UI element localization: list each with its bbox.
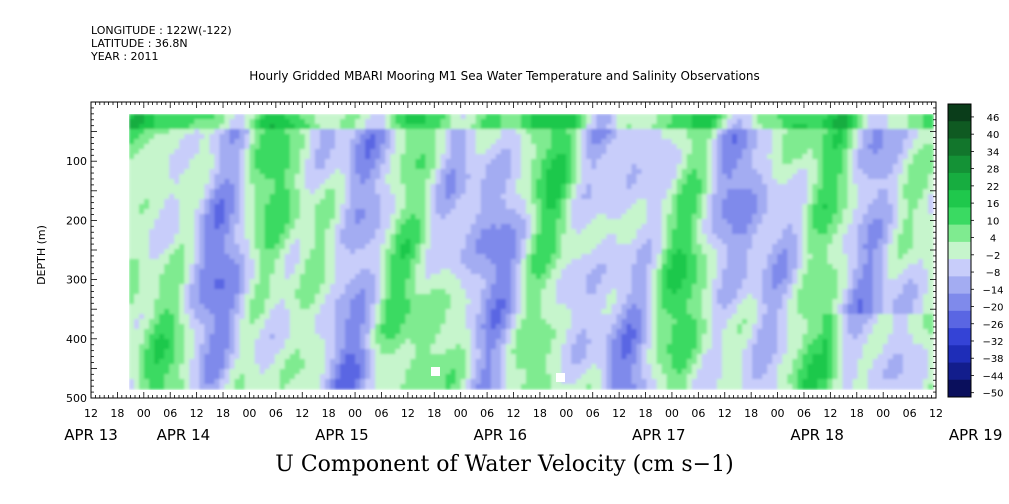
plot-area [91, 102, 936, 398]
x-hour-tick-label: 12 [718, 407, 732, 420]
x-hour-tick-label: 00 [559, 407, 573, 420]
colorbar-label: 22 [987, 182, 1000, 193]
y-tick-label: 400 [66, 333, 87, 346]
x-hour-tick-label: 00 [454, 407, 468, 420]
x-hour-tick-label: 12 [823, 407, 837, 420]
missing-data-cell [556, 373, 565, 382]
x-hour-tick-label: 12 [84, 407, 98, 420]
x-hour-tick-label: 18 [427, 407, 441, 420]
x-date-label: APR 18 [790, 426, 844, 444]
x-date-label: APR 14 [157, 426, 211, 444]
colorbar-label: −44 [982, 371, 1003, 382]
colorbar-label: 10 [987, 216, 1000, 227]
colorbar-swatch [948, 138, 971, 157]
y-axis-label: DEPTH (m) [35, 225, 48, 285]
colorbar-swatch [948, 259, 971, 277]
colorbar-label: −2 [986, 251, 1001, 262]
chart-title: Hourly Gridded MBARI Mooring M1 Sea Wate… [249, 69, 760, 83]
x-hour-tick-label: 06 [163, 407, 177, 420]
x-hour-tick-label: 06 [691, 407, 705, 420]
colorbar-swatch [948, 310, 971, 329]
x-hour-tick-label: 00 [348, 407, 362, 420]
colorbar-label: 46 [987, 113, 1000, 124]
missing-data-cell [431, 367, 440, 376]
colorbar-swatch [948, 207, 971, 225]
colorbar-label: −8 [986, 268, 1001, 279]
x-hour-tick-label: 18 [533, 407, 547, 420]
colorbar-label: 40 [987, 130, 1000, 141]
colorbar-label: 28 [987, 165, 1000, 176]
x-hour-tick-label: 18 [216, 407, 230, 420]
x-hour-tick-label: 00 [242, 407, 256, 420]
colorbar-label: −14 [982, 285, 1003, 296]
year-label: YEAR : 2011 [91, 50, 159, 63]
x-hour-tick-label: 12 [929, 407, 943, 420]
colorbar-label: −26 [982, 320, 1003, 331]
x-hour-tick-label: 06 [903, 407, 917, 420]
x-hour-tick-label: 12 [401, 407, 415, 420]
longitude-label: LONGITUDE : 122W(-122) [91, 24, 232, 37]
colorbar-swatch [948, 104, 971, 122]
x-hour-tick-label: 06 [586, 407, 600, 420]
x-hour-tick-label: 12 [295, 407, 309, 420]
x-date-label: APR 19 [949, 426, 1003, 444]
heatmap-field [129, 114, 934, 390]
x-hour-tick-label: 00 [137, 407, 151, 420]
x-hour-tick-label: 12 [507, 407, 521, 420]
colorbar-swatch [948, 379, 971, 398]
axes: 12 18 00 06 12 18 00 06 12 18 00 06 12 18 00 06 12 18 00 06… [64, 101, 1003, 444]
x-axis-label: U Component of Water Velocity (cm s−1) [275, 452, 734, 477]
x-hour-tick-label: 00 [665, 407, 679, 420]
x-date-label: APR 16 [474, 426, 528, 444]
colorbar-label: 4 [990, 234, 996, 245]
colorbar-swatch [948, 362, 971, 381]
x-hour-tick-label: 06 [269, 407, 283, 420]
colorbar-swatch [948, 276, 971, 294]
x-hour-tick-label: 06 [797, 407, 811, 420]
x-hour-tick-label: 00 [771, 407, 785, 420]
x-hour-tick-label: 18 [744, 407, 758, 420]
colorbar-swatch [948, 241, 971, 260]
y-tick-label: 200 [66, 214, 87, 227]
y-tick-label: 300 [66, 274, 87, 287]
x-hour-tick-label: 18 [110, 407, 124, 420]
colorbar-frame [947, 103, 972, 398]
x-hour-tick-label: 18 [322, 407, 336, 420]
x-hour-tick-label: 18 [850, 407, 864, 420]
x-hour-tick-label: 18 [639, 407, 653, 420]
colorbar-swatch [948, 121, 971, 139]
colorbar-swatch [948, 224, 971, 243]
colorbar-swatch [948, 190, 971, 208]
x-hour-tick-label: 06 [374, 407, 388, 420]
colorbar-label: 16 [987, 199, 1000, 210]
y-tick-label: 500 [66, 392, 87, 405]
colorbar: 46 40 34 28 22 16 10 4 −2 −8 −14 −20 −26 −32 −38 −44 −50 [947, 103, 1004, 400]
x-hour-tick-label: 06 [480, 407, 494, 420]
metadata-block: LONGITUDE : 122W(-122) LATITUDE : 36.8N … [91, 24, 232, 63]
colorbar-label: −50 [982, 389, 1003, 400]
colorbar-swatch [948, 345, 971, 363]
colorbar-swatch [948, 293, 971, 312]
colorbar-label: −38 [982, 354, 1003, 365]
colorbar-swatch [948, 328, 971, 346]
colorbar-label: −20 [982, 303, 1003, 314]
latitude-label: LATITUDE : 36.8N [91, 37, 188, 50]
x-date-label: APR 13 [64, 426, 118, 444]
colorbar-swatch [948, 172, 971, 191]
x-hour-tick-label: 12 [612, 407, 626, 420]
colorbar-label: −32 [982, 337, 1003, 348]
x-date-label: APR 15 [315, 426, 369, 444]
x-date-label: APR 17 [632, 426, 686, 444]
x-hour-tick-label: 12 [190, 407, 204, 420]
x-hour-tick-label: 00 [876, 407, 890, 420]
y-tick-label: 100 [66, 155, 87, 168]
colorbar-swatch [948, 155, 971, 174]
colorbar-label: 34 [987, 147, 1000, 158]
